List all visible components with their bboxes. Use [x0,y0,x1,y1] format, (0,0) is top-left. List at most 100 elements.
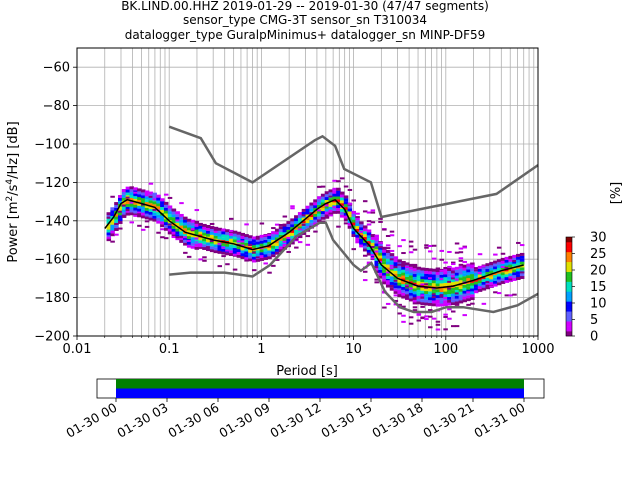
density-cell [305,214,311,218]
density-cell [496,262,502,266]
density-cell [286,226,291,230]
density-outlier [294,238,299,241]
colorbar-segment [566,306,572,309]
density-outlier [125,196,131,199]
density-cell [221,228,226,232]
density-cell [209,234,215,238]
density-outlier [362,270,368,273]
density-cell [133,210,138,214]
density-cell [259,240,265,244]
density-cell [462,299,467,303]
density-cell [110,230,115,234]
density-cell [355,237,360,241]
density-cell [236,237,242,241]
density-cell [443,303,448,307]
density-outlier [198,245,203,248]
density-cell [508,273,513,277]
density-cell [305,220,311,224]
density-outlier [412,248,418,251]
density-cell [435,269,441,273]
density-cell [416,289,422,293]
density-cell [209,228,215,232]
density-cell [167,214,173,218]
density-cell [133,198,138,202]
density-cell [435,297,441,301]
density-cell [343,195,349,199]
density-outlier [121,204,127,207]
density-outlier [428,326,433,329]
density-cell [420,287,425,291]
density-cell [412,285,418,289]
density-cell [412,288,418,292]
density-outlier [259,222,265,225]
density-cell [447,282,452,286]
density-outlier [439,249,445,252]
density-cell [389,258,395,262]
density-outlier [393,299,399,302]
density-cell [198,231,203,235]
density-cell [190,225,196,229]
density-cell [259,252,265,256]
density-cell [121,189,127,193]
density-outlier [374,265,379,268]
density-outlier [454,292,460,295]
density-outlier [118,227,123,230]
density-outlier [152,198,157,201]
density-cell [202,241,207,245]
density-cell [328,209,334,213]
density-cell [378,266,383,270]
density-cell [286,241,291,245]
density-outlier [378,217,383,220]
density-cell [282,229,288,233]
density-cell [294,229,299,233]
density-outlier [290,205,295,208]
density-cell [424,267,429,271]
density-outlier [217,265,223,268]
density-cell [347,222,353,226]
density-outlier [370,209,376,212]
density-cell [508,255,513,259]
density-cell [428,274,433,278]
density-cell [278,234,284,238]
density-cell [240,253,245,257]
density-cell [481,278,487,282]
density-outlier [332,206,337,209]
density-outlier [481,265,487,268]
density-outlier [420,283,425,286]
density-cell [393,262,399,266]
density-cell [267,235,272,239]
density-cell [343,215,349,219]
density-cell [148,205,154,209]
colorbar-segment [566,326,572,329]
density-cell [412,271,418,275]
density-cell [217,230,223,234]
density-cell [500,275,506,279]
colorbar-segment [566,265,572,267]
density-cell [263,254,268,258]
density-cell [519,261,525,265]
density-cell [121,197,127,201]
density-outlier [221,246,226,249]
density-cell [240,250,245,254]
x-tick-label: 0.01 [63,342,92,357]
density-cell [420,273,425,277]
density-cell [481,270,487,274]
density-cell [324,205,330,209]
density-cell [106,215,112,219]
density-cell [336,205,341,209]
title-line-1: BK.LIND.00.HHZ 2019-01-29 -- 2019-01-30 … [121,0,489,13]
density-outlier [225,263,230,266]
density-cell [244,254,249,258]
density-cell [332,187,337,191]
density-cell [519,258,525,262]
density-cell [519,275,525,279]
density-cell [450,302,456,306]
density-cell [439,303,445,307]
density-cell [309,202,314,206]
density-cell [401,281,406,285]
density-cell [504,256,510,260]
density-cell [198,228,203,232]
density-cell [416,266,422,270]
density-cell [110,207,115,211]
density-outlier [454,251,460,254]
